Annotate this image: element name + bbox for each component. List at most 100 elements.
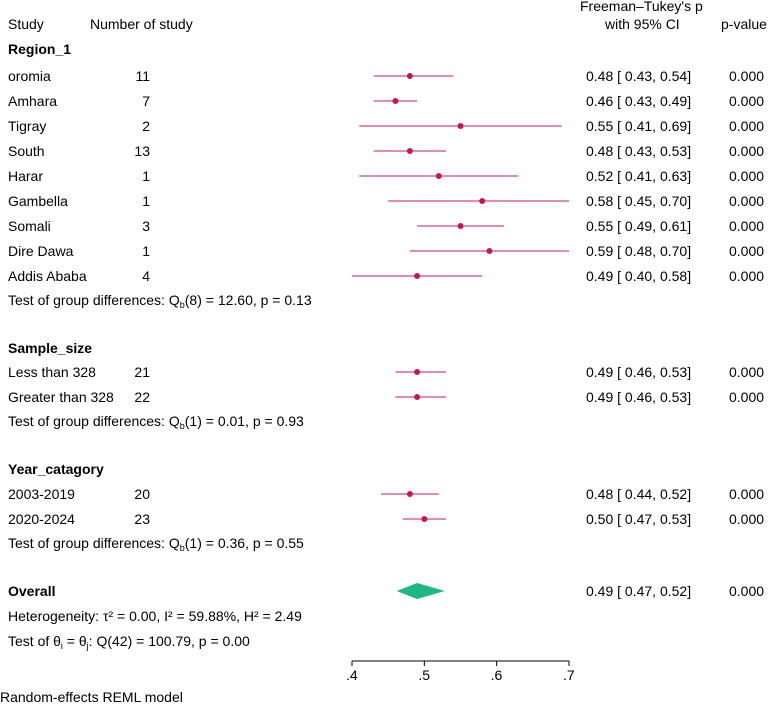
study-ci-text: 0.58 [ 0.45, 0.70] [586,193,692,209]
study-ci-text: 0.49 [ 0.46, 0.53] [586,389,692,405]
study-name: South [8,143,45,159]
group-test-part: b [179,421,185,431]
group-test-part: b [179,300,185,310]
x-tick-label: .5 [418,667,431,683]
study-count: 7 [142,93,150,109]
group-test-part: Test of group differences: Q [8,535,180,551]
study-name: Dire Dawa [8,243,74,259]
group-title: Year_catagory [8,461,104,477]
header-pvalue: p-value [721,16,767,32]
theta-test-part: Test of θ [8,633,61,649]
study-name: 2003-2019 [8,486,75,502]
point-estimate [479,198,486,204]
heterogeneity-stats: Heterogeneity: τ² = 0.00, I² = 59.88%, H… [8,608,302,624]
point-estimate [457,223,464,229]
study-count: 20 [134,486,150,502]
study-ci-text: 0.46 [ 0.43, 0.49] [586,93,692,109]
study-name: Addis Ababa [8,268,87,284]
overall-ci-text: 0.49 [ 0.47, 0.52] [586,583,692,599]
point-estimate [457,123,464,129]
footer-model: Random-effects REML model [0,689,183,705]
overall-pvalue: 0.000 [729,583,765,599]
study-name: Greater than 328 [8,389,114,405]
study-pvalue: 0.000 [729,268,765,284]
study-name: Tigray [8,118,47,134]
theta-test-part: : Q(42) = 100.79, p = 0.00 [88,633,250,649]
study-name: Amhara [8,93,58,109]
point-estimate [414,394,421,400]
study-pvalue: 0.000 [729,93,765,109]
group-test-part: (8) = 12.60, p = 0.13 [184,292,312,308]
study-pvalue: 0.000 [729,68,765,84]
study-ci-text: 0.48 [ 0.43, 0.54] [586,68,692,84]
theta-test-part: i [60,641,63,651]
study-ci-text: 0.59 [ 0.48, 0.70] [586,243,692,259]
study-ci-text: 0.48 [ 0.44, 0.52] [586,486,692,502]
study-count: 1 [142,243,150,259]
study-count: 2 [142,118,150,134]
header-study: Study [8,16,44,32]
study-name: Gambella [8,193,68,209]
study-count: 1 [142,193,150,209]
theta-test-part: = θ [62,633,87,649]
study-ci-text: 0.52 [ 0.41, 0.63] [586,168,692,184]
overall-diamond [396,583,445,599]
point-estimate [392,98,399,104]
study-ci-text: 0.49 [ 0.46, 0.53] [586,364,692,380]
point-estimate [486,248,493,254]
theta-test-part: j [86,641,89,651]
study-pvalue: 0.000 [729,486,765,502]
header-effect-line2: with 95% CI [605,16,680,32]
study-pvalue: 0.000 [729,168,765,184]
study-name: Harar [8,168,44,184]
study-pvalue: 0.000 [729,511,765,527]
study-pvalue: 0.000 [729,218,765,234]
group-test: Test of group differences: Qb(1) = 0.01,… [8,413,304,431]
study-count: 13 [134,143,150,159]
study-count: 11 [135,68,150,84]
group-test-part: b [179,543,185,553]
study-name: 2020-2024 [8,511,75,527]
study-name: Less than 328 [8,364,96,380]
group-test-part: Test of group differences: Q [8,413,180,429]
study-ci-text: 0.50 [ 0.47, 0.53] [586,511,692,527]
study-count: 1 [142,168,150,184]
study-ci-text: 0.48 [ 0.43, 0.53] [586,143,692,159]
study-pvalue: 0.000 [729,193,765,209]
point-estimate [435,173,442,179]
study-pvalue: 0.000 [729,364,765,380]
group-test: Test of group differences: Qb(1) = 0.36,… [8,535,304,553]
point-estimate [421,516,428,522]
study-count: 4 [142,268,150,284]
header-number-of-study: Number of study [90,16,193,32]
study-name: oromia [8,68,51,84]
theta-test: Test of θi = θj: Q(42) = 100.79, p = 0.0… [8,633,250,651]
x-tick-label: .7 [563,667,575,683]
group-test-part: (1) = 0.01, p = 0.93 [184,413,304,429]
study-name: Somali [8,218,51,234]
study-count: 23 [134,511,150,527]
study-pvalue: 0.000 [729,118,765,134]
study-ci-text: 0.49 [ 0.40, 0.58] [586,268,692,284]
point-estimate [406,148,413,154]
point-estimate [406,491,413,497]
group-title: Sample_size [8,340,93,356]
x-tick-label: .6 [490,667,503,683]
study-count: 22 [134,389,150,405]
study-pvalue: 0.000 [729,243,765,259]
study-pvalue: 0.000 [729,389,765,405]
point-estimate [414,369,421,375]
x-tick-label: .4 [346,667,358,683]
header-effect-line1: Freeman–Tukey's p [580,0,703,14]
point-estimate [414,273,421,279]
overall-title: Overall [8,583,56,599]
group-test: Test of group differences: Qb(8) = 12.60… [8,292,312,310]
study-pvalue: 0.000 [729,143,765,159]
study-count: 3 [142,218,150,234]
study-ci-text: 0.55 [ 0.41, 0.69] [586,118,692,134]
group-title: Region_1 [8,41,72,57]
group-test-part: Test of group differences: Q [8,292,180,308]
group-test-part: (1) = 0.36, p = 0.55 [184,535,304,551]
study-count: 21 [134,364,150,380]
